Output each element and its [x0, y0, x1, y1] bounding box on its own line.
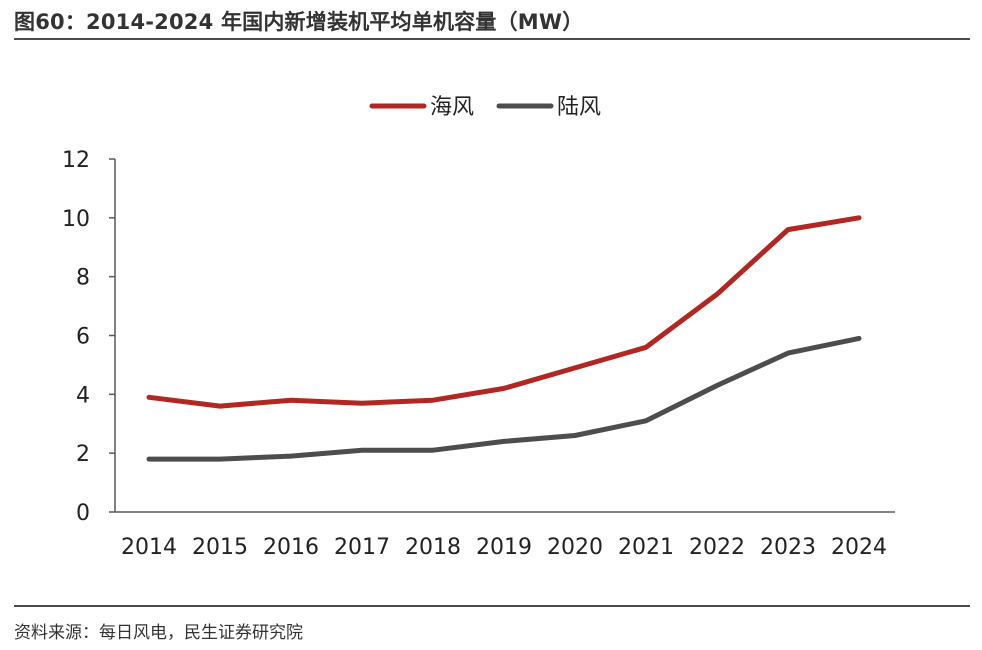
chart-axes — [114, 159, 895, 513]
legend-label: 陆风 — [557, 95, 601, 120]
x-tick-label: 2020 — [547, 535, 603, 560]
x-tick-label: 2015 — [192, 535, 248, 560]
legend-item: 陆风 — [496, 95, 601, 120]
y-tick-label: 12 — [62, 148, 90, 173]
title-divider — [14, 38, 970, 40]
y-tick-label: 2 — [76, 442, 90, 467]
x-tick-label: 2024 — [831, 535, 887, 560]
x-tick-label: 2019 — [476, 535, 532, 560]
legend-label: 海风 — [430, 95, 474, 120]
series-offshore — [146, 215, 862, 409]
y-tick-label: 0 — [76, 501, 90, 526]
legend-item: 海风 — [369, 95, 474, 120]
y-tick-label: 10 — [62, 207, 90, 232]
y-tick-label: 6 — [76, 325, 90, 350]
footer-divider — [14, 605, 970, 607]
y-tick-label: 8 — [76, 266, 90, 291]
x-tick-label: 2022 — [689, 535, 745, 560]
x-tick-label: 2017 — [334, 535, 390, 560]
series-line — [146, 335, 862, 462]
x-tick-label: 2018 — [405, 535, 461, 560]
source-note: 资料来源：每日风电，民生证券研究院 — [14, 623, 303, 643]
series-onshore — [146, 335, 862, 462]
x-tick-label: 2016 — [263, 535, 319, 560]
y-axis-ticks: 0 2 4 6 8 10 12 — [62, 148, 115, 526]
chart-legend: 海风 陆风 — [369, 95, 601, 120]
x-tick-label: 2023 — [760, 535, 816, 560]
y-tick-label: 4 — [76, 383, 90, 408]
chart-series — [146, 215, 862, 462]
figure-title: 图60：2014-2024 年国内新增装机平均单机容量（MW） — [14, 10, 584, 34]
x-tick-label: 2021 — [618, 535, 674, 560]
x-tick-label: 2014 — [121, 535, 177, 560]
x-axis-ticks: 2014 2015 2016 2017 2018 2019 2020 2021 2022 2023… — [121, 535, 887, 560]
series-line — [146, 215, 862, 409]
